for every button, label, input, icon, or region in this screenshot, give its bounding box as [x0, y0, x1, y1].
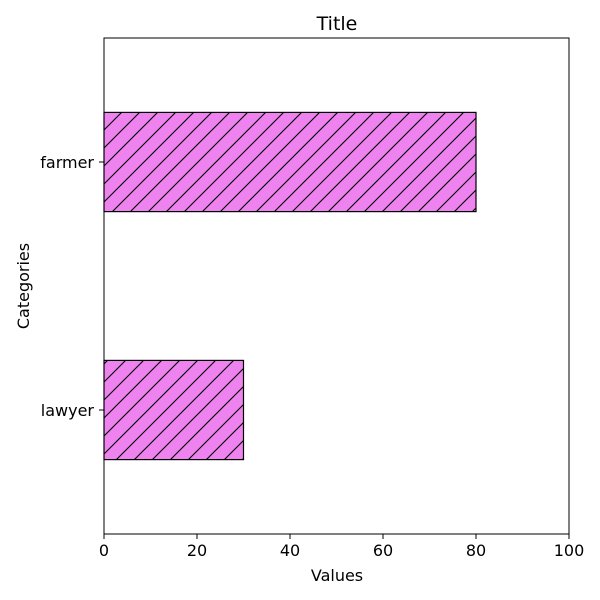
bars-group — [103, 111, 477, 461]
x-axis-title: Values — [311, 566, 363, 585]
y-tick-label-farmer: farmer — [40, 153, 94, 172]
x-tick-label: 60 — [373, 541, 393, 560]
y-axis-title: Categories — [14, 243, 33, 329]
x-tick-label: 0 — [99, 541, 109, 560]
chart-title: Title — [316, 13, 358, 35]
plot-frame — [103, 37, 570, 535]
x-axis-ticks: 0 20 40 60 80 100 — [99, 534, 584, 560]
y-tick-label-lawyer: lawyer — [41, 401, 95, 420]
x-tick-label: 100 — [554, 541, 585, 560]
bar-hatch-lawyer — [103, 359, 245, 461]
x-tick-label: 20 — [187, 541, 207, 560]
x-tick-label: 80 — [466, 541, 486, 560]
bar-hatch-farmer — [103, 111, 477, 213]
y-axis-ticks: lawyer farmer — [40, 153, 104, 420]
x-tick-label: 40 — [280, 541, 300, 560]
